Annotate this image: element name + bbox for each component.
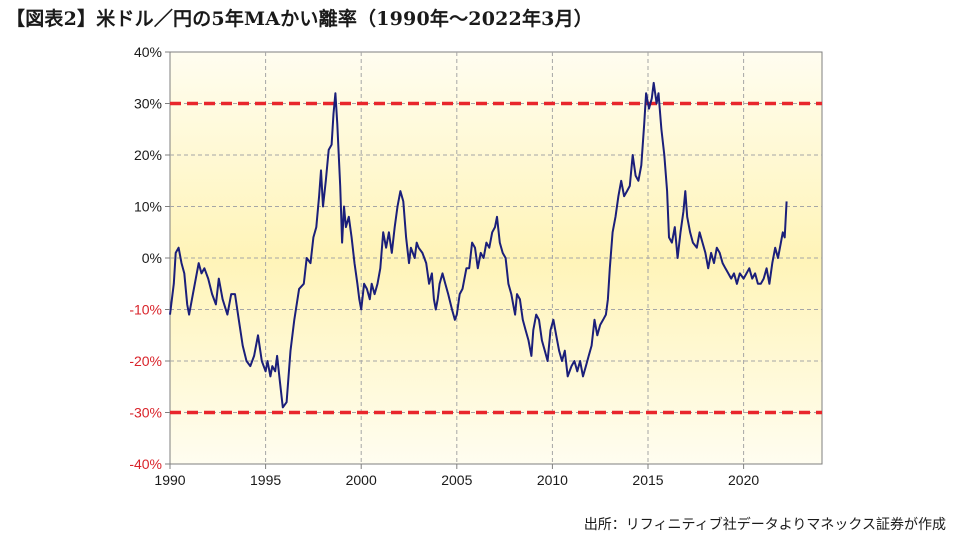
x-axis: 1990 1995 2000 2005 2010 2015 2020 xyxy=(154,464,759,488)
y-tick-label: 30% xyxy=(134,96,162,112)
y-tick-label: 10% xyxy=(134,199,162,215)
y-axis: 40% 30% 20% 10% 0% -10% -20% -30% -40% xyxy=(129,44,170,472)
x-tick-label: 2010 xyxy=(537,472,568,488)
y-tick-label: -10% xyxy=(129,302,162,318)
x-tick-label: 2020 xyxy=(728,472,759,488)
x-tick-label: 1995 xyxy=(250,472,281,488)
y-tick-label: 20% xyxy=(134,147,162,163)
y-tick-label: -40% xyxy=(129,456,162,472)
source-note: 出所：リフィニティブ社データよりマネックス証券が作成 xyxy=(583,517,946,533)
x-tick-label: 2000 xyxy=(346,472,377,488)
series-layer xyxy=(169,81,788,409)
chart-title: 【図表2】米ドル／円の5年MAかい離率（1990年〜2022年3月） xyxy=(6,8,593,30)
y-tick-label: -30% xyxy=(129,405,162,421)
y-tick-label: -20% xyxy=(129,353,162,369)
x-tick-label: 2005 xyxy=(441,472,472,488)
x-tick-label: 1990 xyxy=(154,472,185,488)
y-tick-label: 40% xyxy=(134,44,162,60)
series-line xyxy=(169,81,788,409)
x-tick-label: 2015 xyxy=(632,472,663,488)
y-tick-label: 0% xyxy=(142,250,162,266)
reference-lines xyxy=(170,101,822,415)
